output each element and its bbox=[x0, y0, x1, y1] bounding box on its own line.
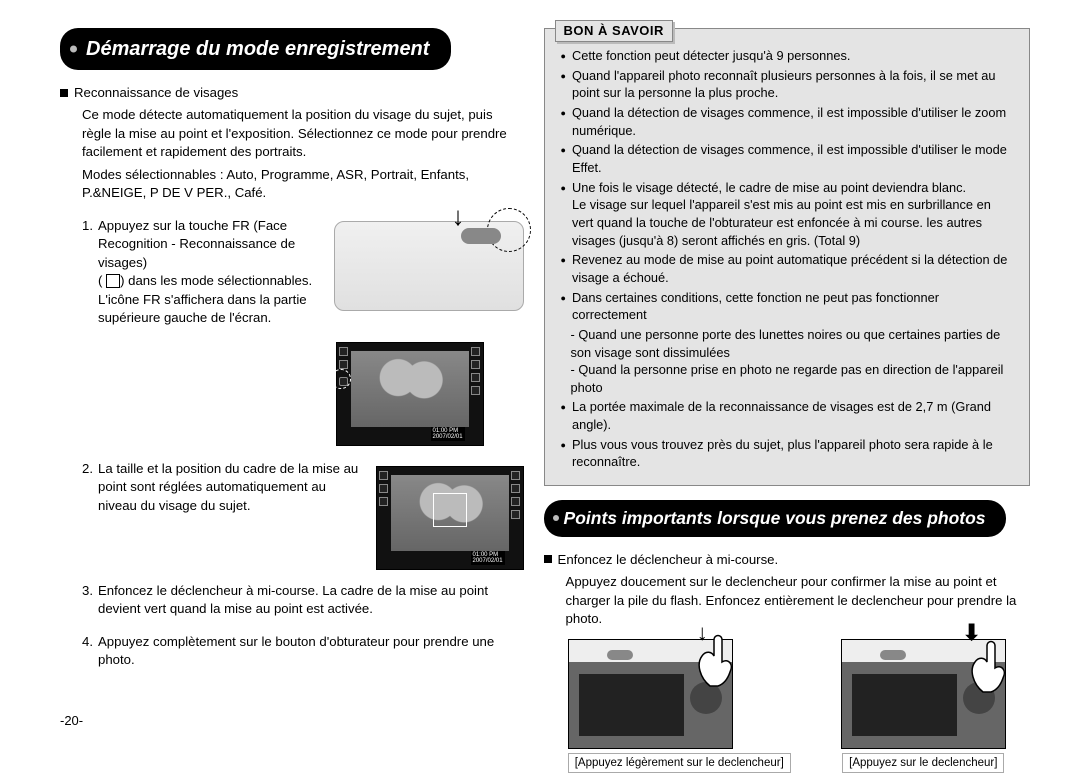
info-bullet: Une fois le visage détecté, le cadre de … bbox=[561, 179, 1015, 250]
page-number: -20- bbox=[60, 712, 83, 730]
info-bullet: La portée maximale de la reconnaissance … bbox=[561, 398, 1015, 433]
square-bullet-icon bbox=[60, 89, 68, 97]
step-2-text: La taille et la position du cadre de la … bbox=[98, 460, 366, 515]
info-sub-a: - Quand une personne porte des lunettes … bbox=[559, 326, 1015, 361]
shutter-light-press: ↓ [Appuyez légèrement sur le declencheur… bbox=[568, 639, 791, 773]
step1-b: ) dans les mode sélectionnables. L'icône… bbox=[98, 273, 312, 325]
heading-recording-mode: Démarrage du mode enregistrement bbox=[60, 28, 451, 70]
para2-title: Enfoncez le déclencheur à mi-course. bbox=[558, 552, 779, 567]
step-number: 1. bbox=[82, 217, 98, 328]
step-number: 2. bbox=[82, 460, 98, 515]
info-sub-b: - Quand la personne prise en photo ne re… bbox=[559, 361, 1015, 396]
info-bullet: Cette fonction peut détecter jusqu'à 9 p… bbox=[561, 47, 1015, 65]
section-title-row: Reconnaissance de visages bbox=[60, 84, 524, 102]
step-1: 1. Appuyez sur la touche FR (Face Recogn… bbox=[60, 217, 324, 332]
info-bullet: Quand l'appareil photo reconnaît plusieu… bbox=[561, 67, 1015, 102]
step-number: 4. bbox=[82, 633, 98, 670]
finger-icon bbox=[690, 628, 740, 688]
shutter-button-shape bbox=[461, 228, 501, 244]
info-bullet: Revenez au mode de mise au point automat… bbox=[561, 251, 1015, 286]
para2-title-row: Enfoncez le déclencheur à mi-course. bbox=[544, 551, 1030, 569]
info-box: BON À SAVOIR Cette fonction peut détecte… bbox=[544, 28, 1030, 486]
step-3: 3. Enfoncez le déclencheur à mi-course. … bbox=[82, 582, 524, 619]
step-4: 4. Appuyez complètement sur le bouton d'… bbox=[82, 633, 524, 670]
lcd-screenshot-2: 01:00 PM2007/02/01 bbox=[376, 466, 524, 570]
heading-important-points: Points importants lorsque vous prenez de… bbox=[544, 500, 1006, 537]
intro-paragraph: Ce mode détecte automatiquement la posit… bbox=[60, 106, 524, 161]
para2-body: Appuyez doucement sur le declencheur pou… bbox=[544, 573, 1030, 628]
info-bullet: Dans certaines conditions, cette fonctio… bbox=[561, 289, 1015, 324]
step-1-text: Appuyez sur la touche FR (Face Recogniti… bbox=[98, 217, 324, 328]
info-bullet-list: Cette fonction peut détecter jusqu'à 9 p… bbox=[559, 47, 1015, 324]
step1-a: Appuyez sur la touche FR (Face Recogniti… bbox=[98, 218, 295, 270]
paren-open: ( bbox=[98, 273, 106, 288]
modes-label: Modes sélectionnables : bbox=[82, 167, 223, 182]
info-bullet: Quand la détection de visages commence, … bbox=[561, 104, 1015, 139]
caption-full: [Appuyez sur le declencheur] bbox=[842, 753, 1004, 773]
info-box-title: BON À SAVOIR bbox=[555, 20, 673, 42]
shutter-full-press: ⬇ [Appuyez sur le declencheur] bbox=[841, 639, 1006, 773]
info-bullet: Quand la détection de visages commence, … bbox=[561, 141, 1015, 176]
info-bullet: Plus vous vous trouvez près du sujet, pl… bbox=[561, 436, 1015, 471]
step-3-text: Enfoncez le déclencheur à mi-course. La … bbox=[98, 582, 524, 619]
lcd-date: 2007/02/01 bbox=[433, 434, 463, 440]
lcd-screenshot-1: 01:00 PM2007/02/01 bbox=[336, 342, 484, 446]
fr-icon bbox=[106, 274, 120, 288]
step-number: 3. bbox=[82, 582, 98, 619]
step-4-text: Appuyez complètement sur le bouton d'obt… bbox=[98, 633, 524, 670]
lcd-date: 2007/02/01 bbox=[473, 558, 503, 564]
square-bullet-icon bbox=[544, 555, 552, 563]
finger-icon bbox=[963, 634, 1013, 694]
fr-circle-callout bbox=[331, 369, 351, 389]
heading2-text: Points importants lorsque vous prenez de… bbox=[564, 508, 986, 528]
section-title: Reconnaissance de visages bbox=[74, 85, 238, 100]
face-focus-box bbox=[433, 493, 467, 527]
step-2: 2. La taille et la position du cadre de … bbox=[60, 460, 366, 519]
caption-light: [Appuyez légèrement sur le declencheur] bbox=[568, 753, 791, 773]
arrow-down-icon: ↓ bbox=[452, 198, 465, 234]
heading-text: Démarrage du mode enregistrement bbox=[82, 38, 429, 60]
camera-top-illustration: ↓ bbox=[334, 217, 524, 311]
